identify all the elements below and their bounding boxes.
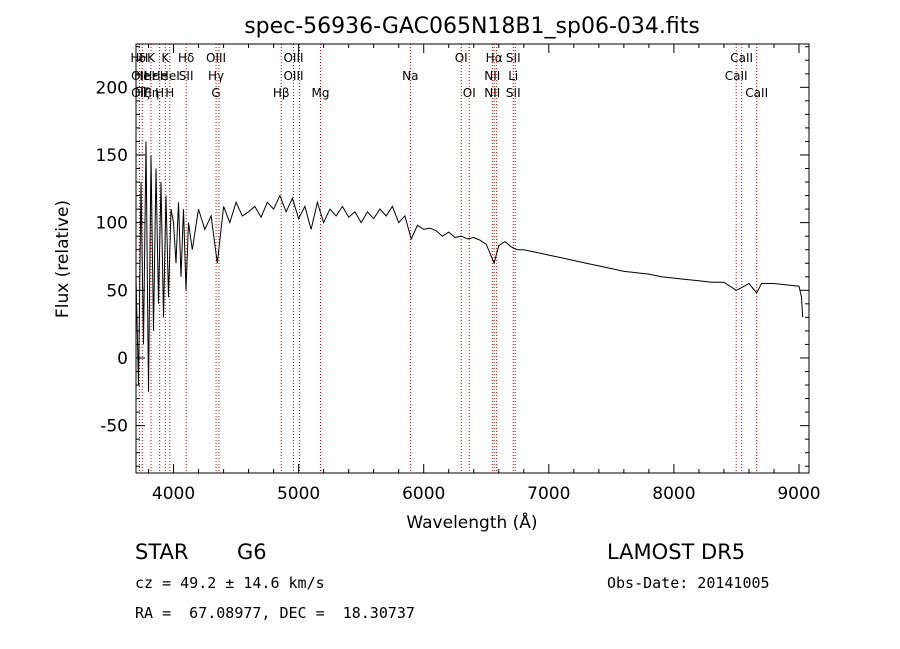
x-tick-label: 7000 [527, 484, 570, 504]
line-label: OI [463, 86, 476, 100]
x-tick-label: 6000 [402, 484, 445, 504]
line-label: OIII [206, 51, 226, 65]
line-label: G [211, 86, 220, 100]
line-label: Hγ [208, 69, 224, 83]
line-label: K [147, 51, 156, 65]
line-label: SII [506, 51, 521, 65]
y-tick-label: 100 [96, 214, 128, 234]
x-tick-label: 5000 [277, 484, 320, 504]
x-axis: 4000 5000 6000 7000 8000 9000 [148, 44, 821, 504]
x-tick-label: 9000 [777, 484, 820, 504]
line-label: Hβ [273, 86, 290, 100]
y-tick-label: 50 [106, 281, 128, 301]
line-label: NII [484, 69, 500, 83]
object-class: STAR [135, 540, 189, 564]
line-label: CaII [725, 69, 748, 83]
y-axis: -50 0 50 100 150 200 [96, 46, 809, 467]
redshift-cz: cz = 49.2 ± 14.6 km/s [135, 574, 325, 592]
line-label: HeI [160, 69, 180, 83]
spectrum-series [135, 141, 804, 392]
line-label: He [151, 69, 167, 83]
line-label: Li [508, 69, 518, 83]
line-label: H [155, 86, 164, 100]
line-label: OII [131, 69, 148, 83]
object-subclass: G6 [237, 540, 267, 564]
spectrum-line [135, 141, 804, 392]
line-label: K [161, 51, 170, 65]
line-label: SII [506, 86, 521, 100]
line-label: CaII [730, 51, 753, 65]
y-tick-label: 0 [117, 349, 128, 369]
line-label: CaII [745, 86, 768, 100]
line-label: Mg [312, 86, 330, 100]
line-label: Na [402, 69, 418, 83]
y-tick-label: 200 [96, 78, 128, 98]
line-label: He [134, 69, 150, 83]
line-label: OIII [283, 51, 303, 65]
line-label: Hα [486, 51, 503, 65]
line-label: δ [139, 51, 146, 65]
line-label: OIII [283, 69, 303, 83]
chart-title: spec-56936-GAC065N18B1_sp06-034.fits [244, 14, 700, 39]
plot-frame [135, 43, 810, 474]
line-label: Hη [143, 86, 160, 100]
sky-coordinates: RA = 67.08977, DEC = 18.30737 [135, 604, 415, 622]
line-label: HH [130, 51, 148, 65]
line-label: OI [455, 51, 468, 65]
x-axis-label: Wavelength (Å) [406, 511, 537, 533]
line-label: H [165, 86, 174, 100]
x-tick-label: 8000 [652, 484, 695, 504]
survey-label: LAMOST DR5 [607, 540, 746, 564]
x-tick-label: 4000 [152, 484, 195, 504]
y-axis-label: Flux (relative) [53, 200, 73, 318]
line-label: OII [131, 86, 148, 100]
observation-date: Obs-Date: 20141005 [607, 574, 770, 592]
line-label: SII [179, 69, 194, 83]
y-tick-label: 150 [96, 146, 128, 166]
line-label: Hζ [134, 86, 150, 100]
line-label: NII [484, 86, 500, 100]
line-label: Hε [143, 69, 159, 83]
line-label: Hδ [178, 51, 194, 65]
y-tick-label: -50 [100, 417, 128, 437]
